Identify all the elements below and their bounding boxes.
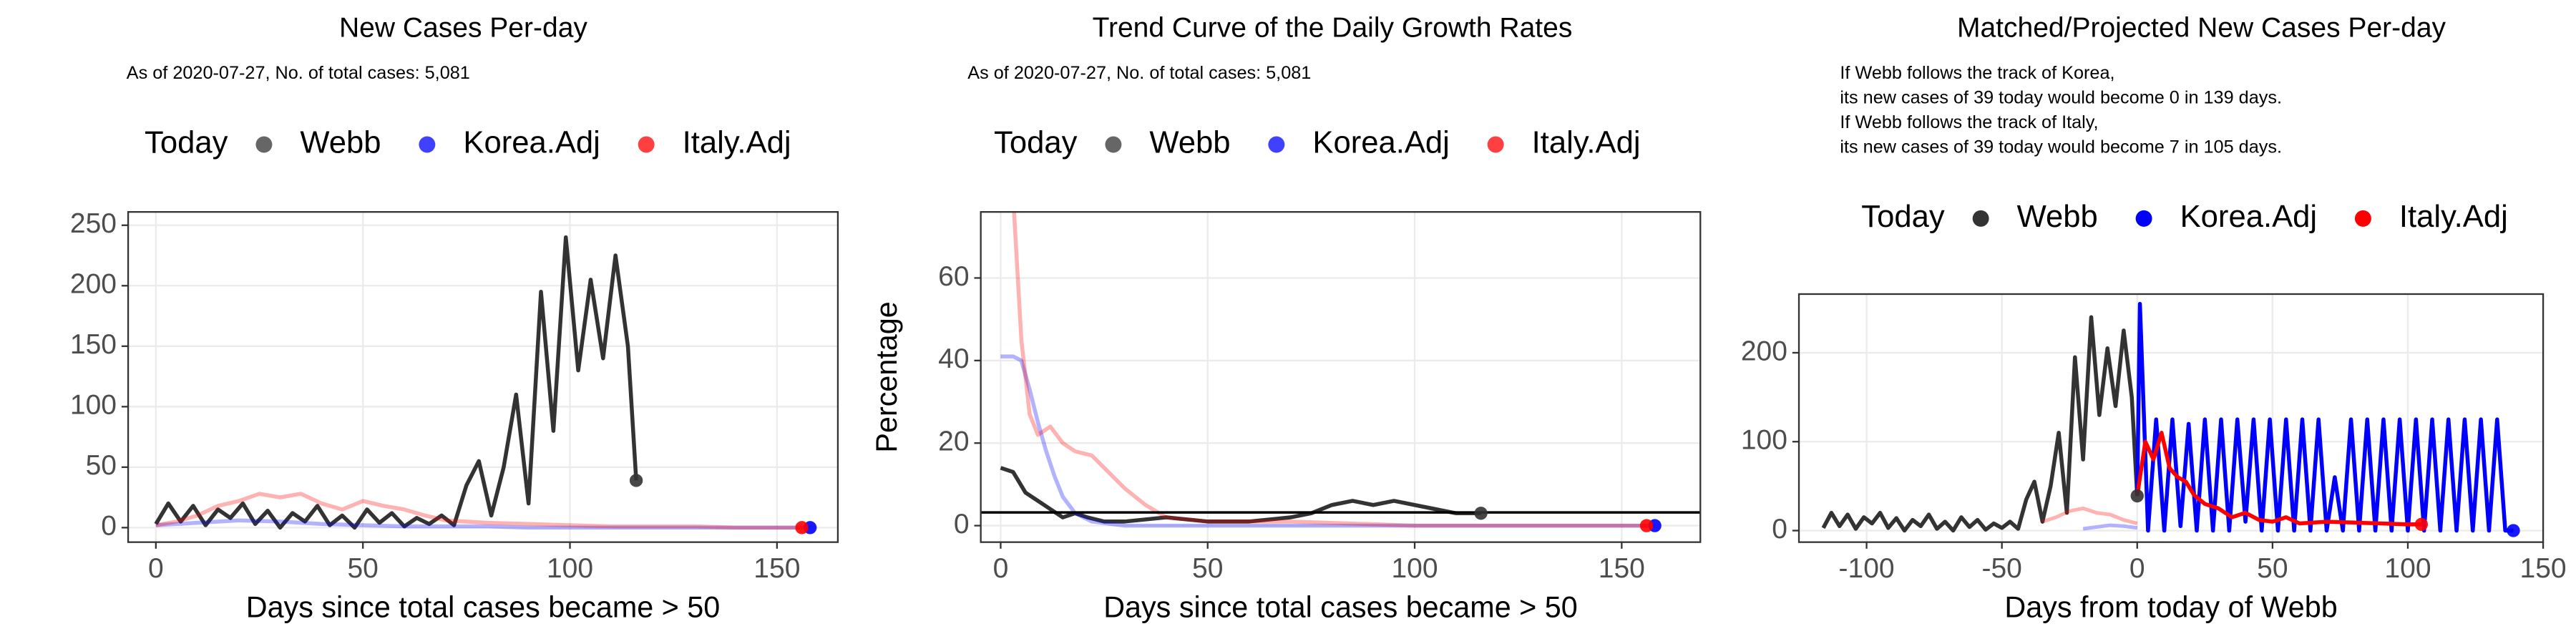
legend-label: Webb	[300, 126, 381, 160]
y-tick-label: 100	[70, 390, 117, 421]
plot-area	[154, 235, 811, 530]
x-tick-label: -100	[1839, 553, 1895, 584]
y-tick-label: 100	[1741, 425, 1787, 456]
legend-marker	[1268, 136, 1285, 153]
series-line	[154, 235, 638, 530]
past-line	[2041, 506, 2138, 525]
y-tick-label: 50	[86, 450, 117, 481]
legend-label: Korea.Adj	[2180, 200, 2318, 234]
legend-label: Webb	[1149, 126, 1230, 160]
x-axis-label: Days from today of Webb	[2004, 591, 2337, 624]
x-tick-label: 100	[547, 553, 593, 584]
legend-label: Webb	[2017, 200, 2098, 234]
x-tick-label: 0	[993, 553, 1009, 584]
plot-background	[128, 212, 838, 542]
panel-border	[1797, 293, 2545, 543]
legend-marker	[1105, 136, 1122, 153]
plot-area	[980, 212, 1701, 528]
end-point	[629, 474, 643, 487]
legend-marker	[2135, 210, 2152, 227]
past-line	[2082, 523, 2138, 531]
x-tick-label: 150	[1599, 553, 1645, 584]
annotation: If Webb follows the track of Korea,	[1840, 63, 2114, 83]
chart-title: Matched/Projected New Cases Per-day	[1957, 13, 2446, 44]
end-point	[2507, 524, 2520, 537]
legend-label: Italy.Adj	[683, 126, 791, 160]
legend-label: Korea.Adj	[1312, 126, 1450, 160]
end-point	[1474, 507, 1488, 520]
series-line	[155, 518, 811, 530]
y-tick-label: 0	[1772, 514, 1787, 545]
series-line	[1821, 315, 2140, 533]
subtitle: As of 2020-07-27, No. of total cases: 5,…	[967, 63, 1311, 83]
series-line	[155, 492, 802, 530]
legend-title: Today	[994, 126, 1078, 160]
chart-title: Trend Curve of the Daily Growth Rates	[1093, 13, 1573, 44]
legend-label: Italy.Adj	[1532, 126, 1641, 160]
legend-label: Italy.Adj	[2399, 200, 2508, 234]
series-line	[1000, 354, 1655, 528]
legend-marker	[255, 136, 273, 153]
panel-border	[127, 211, 839, 543]
x-tick-label: 0	[148, 553, 164, 584]
x-tick-label: 100	[1391, 553, 1438, 584]
y-tick-label: 0	[101, 511, 117, 542]
end-point	[1639, 519, 1654, 532]
chart-title: New Cases Per-day	[339, 13, 587, 44]
plot-area	[1821, 301, 2514, 533]
legend-marker	[1972, 210, 1989, 227]
x-tick-label: 50	[1192, 553, 1223, 584]
y-tick-label: 20	[938, 426, 969, 457]
end-point	[795, 521, 809, 535]
y-tick-label: 200	[70, 269, 117, 300]
annotation: its new cases of 39 today would become 7…	[1840, 137, 2282, 157]
y-tick-label: 40	[938, 343, 969, 374]
y-tick-label: 150	[70, 329, 117, 360]
legend-marker	[1487, 136, 1504, 153]
y-tick-label: 0	[954, 509, 970, 540]
x-tick-label: 150	[753, 553, 800, 584]
y-tick-label: 60	[938, 261, 969, 292]
x-tick-label: 100	[2384, 553, 2431, 584]
legend-label: Korea.Adj	[463, 126, 600, 160]
x-tick-label: 0	[2129, 553, 2145, 584]
panel-border	[980, 211, 1702, 543]
x-tick-label: 150	[2520, 553, 2567, 584]
plot-background	[980, 212, 1701, 542]
legend-marker	[419, 136, 436, 153]
y-tick-label: 250	[70, 208, 117, 239]
series-line	[2135, 431, 2421, 527]
legend-marker	[2354, 210, 2371, 227]
annotation: its new cases of 39 today would become 0…	[1840, 87, 2282, 107]
annotation: If Webb follows the track of Italy,	[1840, 112, 2098, 132]
legend-marker	[638, 136, 655, 153]
x-axis-label: Days since total cases became > 50	[1103, 591, 1578, 624]
series-line	[2135, 301, 2514, 533]
x-axis-label: Days since total cases became > 50	[246, 591, 721, 624]
end-point	[2130, 489, 2144, 503]
series-line	[1000, 466, 1481, 524]
legend-title: Today	[145, 126, 228, 160]
end-point	[2414, 517, 2429, 531]
x-tick-label: 50	[2257, 553, 2288, 584]
subtitle: As of 2020-07-27, No. of total cases: 5,…	[127, 63, 470, 83]
x-tick-label: 50	[347, 553, 378, 584]
series-line	[1012, 212, 1647, 528]
legend-title: Today	[1861, 200, 1945, 234]
y-axis-label: Percentage	[870, 301, 903, 452]
y-tick-label: 200	[1741, 336, 1787, 366]
x-tick-label: -50	[1981, 553, 2021, 584]
